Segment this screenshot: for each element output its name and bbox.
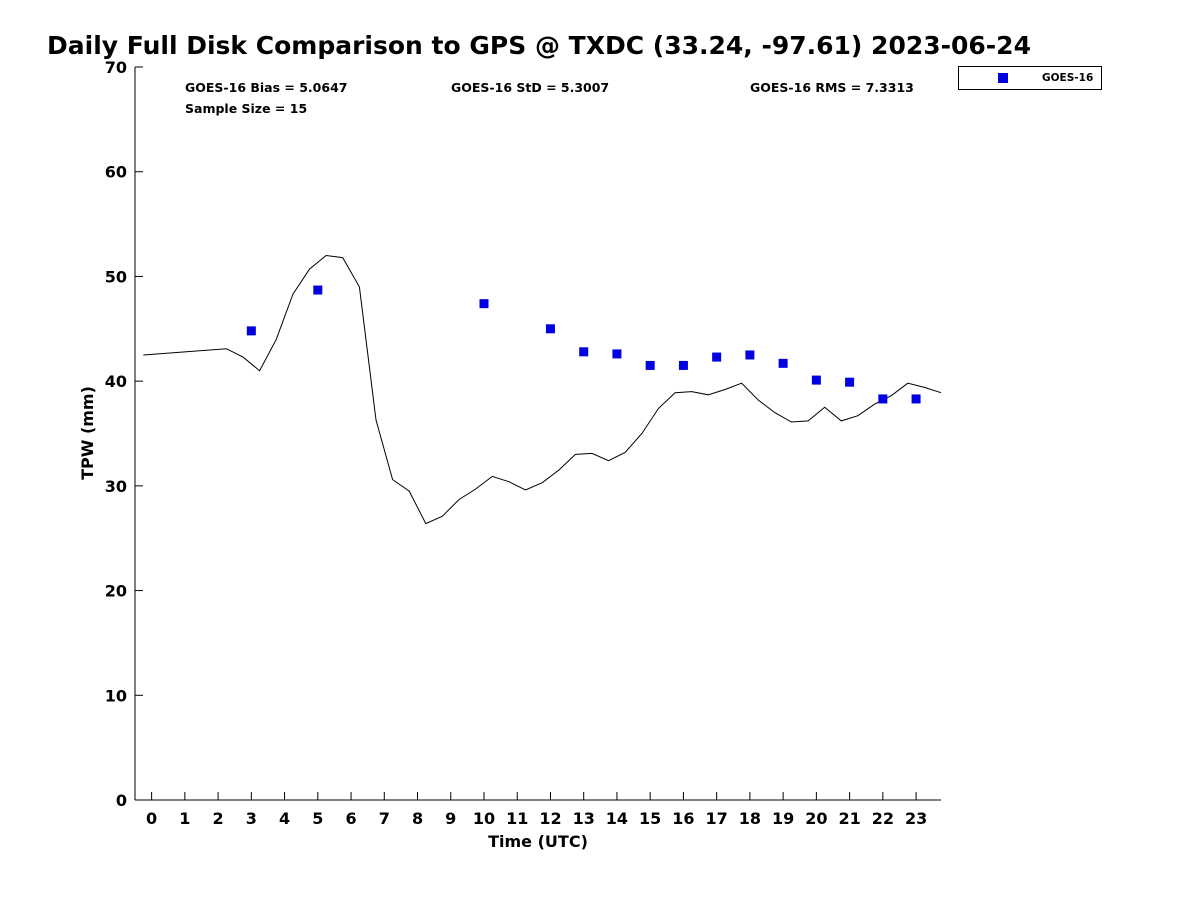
legend-label-goes16: GOES-16 [1042,72,1093,84]
x-tick-label: 14 [606,809,628,828]
legend-marker-goes16 [998,73,1008,83]
x-tick-label: 9 [445,809,456,828]
sample-size-annotation: Sample Size = 15 [185,101,307,116]
goes16-point [911,394,921,404]
x-tick-label: 12 [539,809,561,828]
goes16-point [712,352,722,362]
y-tick-label: 60 [105,163,127,182]
y-tick-label: 70 [105,58,127,77]
goes16-point [612,349,622,359]
goes16-point [845,377,855,387]
y-ticks: 0 10 20 30 40 50 60 70 [105,58,143,810]
x-tick-label: 4 [279,809,290,828]
rms-annotation: GOES-16 RMS = 7.3313 [750,80,914,95]
goes16-point [545,324,555,334]
x-tick-label: 10 [473,809,495,828]
x-tick-label: 7 [379,809,390,828]
goes16-point [645,360,655,370]
plot-area [143,254,942,525]
y-tick-label: 40 [105,372,127,391]
x-tick-label: 21 [838,809,860,828]
axes [134,67,941,801]
legend: GOES-16 [958,66,1102,90]
x-tick-label: 17 [706,809,728,828]
x-tick-label: 18 [739,809,761,828]
x-tick-label: 13 [573,809,595,828]
x-tick-label: 2 [213,809,224,828]
x-tick-label: 5 [312,809,323,828]
x-tick-label: 3 [246,809,257,828]
y-tick-label: 0 [116,791,127,810]
x-tick-label: 11 [506,809,528,828]
x-tick-label: 20 [805,809,827,828]
x-tick-label: 23 [905,809,927,828]
goes16-point [811,375,821,385]
goes16-point [479,299,489,309]
goes16-point [678,360,688,370]
goes16-point [778,358,788,368]
goes16-point [878,394,888,404]
y-tick-label: 50 [105,267,127,286]
x-axis-label: Time (UTC) [488,832,588,851]
goes16-point [579,347,589,357]
x-tick-label: 15 [639,809,661,828]
x-tick-label: 0 [146,809,157,828]
x-ticks: 0 1 2 3 4 5 6 7 8 9 10 11 12 13 14 15 16 17 18 19 20 21 22 23 [146,792,927,828]
x-tick-label: 1 [179,809,190,828]
legend-box [958,66,1102,90]
y-axis-label: TPW (mm) [78,386,97,480]
x-tick-label: 6 [345,809,356,828]
x-tick-label: 8 [412,809,423,828]
bias-annotation: GOES-16 Bias = 5.0647 [185,80,347,95]
goes16-point [745,350,755,360]
std-annotation: GOES-16 StD = 5.3007 [451,80,609,95]
y-tick-label: 20 [105,582,127,601]
goes16-point [246,326,256,336]
y-tick-label: 10 [105,686,127,705]
y-tick-label: 30 [105,477,127,496]
chart-title: Daily Full Disk Comparison to GPS @ TXDC… [47,31,1031,60]
x-tick-label: 19 [772,809,794,828]
x-tick-label: 22 [872,809,894,828]
x-tick-label: 16 [672,809,694,828]
gps-series-line [143,254,942,525]
goes16-point [313,285,323,295]
